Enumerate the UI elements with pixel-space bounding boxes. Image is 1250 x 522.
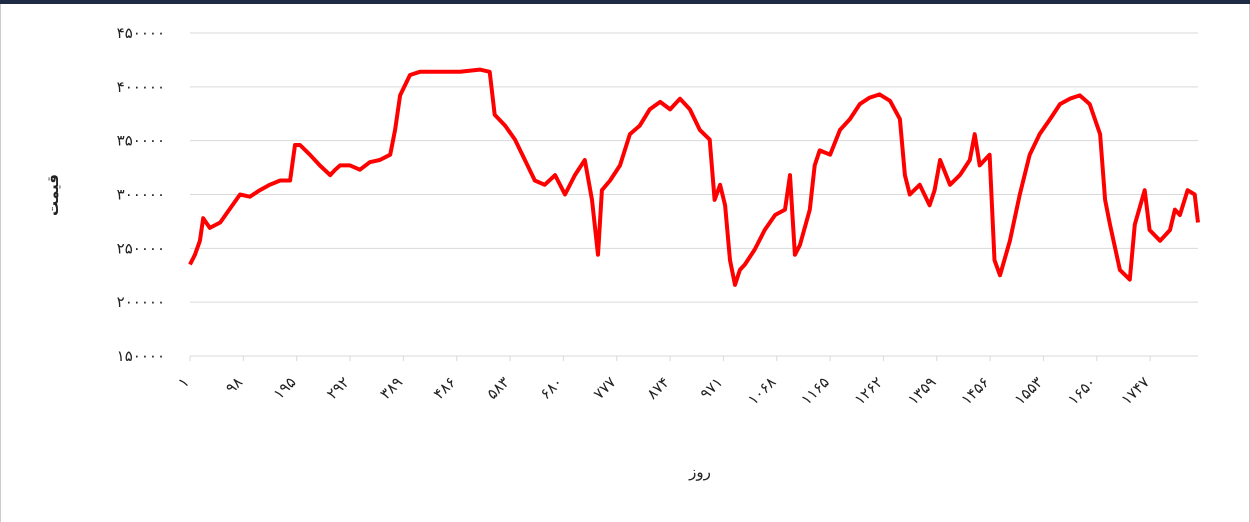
x-tick-label: ۱۵۵۳ (1011, 373, 1047, 409)
x-tick-label: ۱۷۴۷ (1117, 373, 1153, 409)
x-tick-label: ۶۸۰ (536, 373, 566, 403)
y-tick-label: ۴۰۰۰۰۰ (117, 78, 165, 96)
x-tick-label: ۴۸۶ (430, 373, 460, 403)
x-tick-label: ۸۷۴ (643, 373, 673, 403)
y-tick-label: ۳۰۰۰۰۰ (117, 186, 165, 204)
x-tick-label: ۱۹۵ (270, 373, 300, 403)
x-tick-label: ۱۴۵۶ (957, 373, 993, 409)
price-line (190, 70, 1198, 285)
x-tick-label: ۱۳۵۹ (904, 373, 940, 409)
x-tick-label: ۱۱۶۵ (797, 373, 833, 409)
x-tick-label: ۹۷۱ (696, 373, 726, 403)
y-tick-label: ۲۵۰۰۰۰ (117, 239, 165, 257)
x-tick-label: ۲۹۲ (323, 373, 353, 403)
y-tick-label: ۴۵۰۰۰۰ (117, 24, 165, 42)
x-tick-label: ۱۶۵۰ (1064, 373, 1100, 409)
chart: روز قیمت ۱۵۰۰۰۰ ۲۰۰۰۰۰ ۲۵۰۰۰۰ ۳۰۰۰۰۰ ۳۵۰۰۰۰ ۴… (0, 0, 1250, 522)
x-tick-label: ۷۷۷ (590, 373, 620, 403)
x-tick-label: ۱۰۶۸ (744, 373, 780, 409)
y-tick-label: ۳۵۰۰۰۰ (117, 132, 165, 150)
y-axis-title: قیمت (44, 174, 62, 216)
y-tick-label: ۱۵۰۰۰۰ (117, 347, 165, 365)
x-axis-title: روز (688, 463, 711, 481)
y-tick-label: ۲۰۰۰۰۰ (117, 293, 165, 311)
x-tick-label: ۵۸۳ (483, 373, 513, 403)
x-tick-label: ۱ (174, 373, 192, 391)
top-border (0, 0, 1250, 4)
x-tick-label: ۱۲۶۲ (851, 373, 887, 409)
x-tick-label: ۳۸۹ (376, 373, 406, 403)
x-tick-label: ۹۸ (222, 373, 246, 397)
